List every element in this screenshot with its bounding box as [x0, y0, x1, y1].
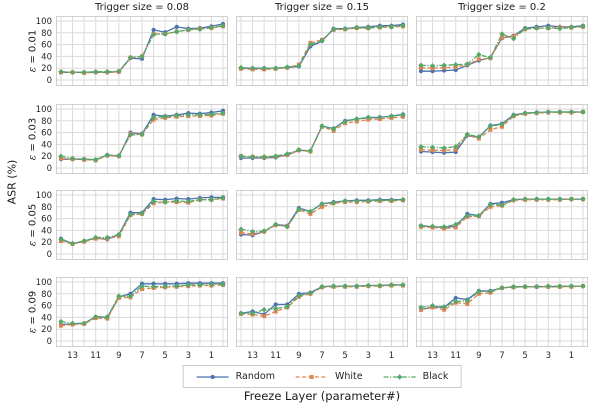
svg-text:40: 40 [41, 140, 52, 150]
legend-entry-random: Random [196, 371, 275, 382]
legend-label-black: Black [422, 371, 449, 382]
legend-line-black-icon [383, 372, 417, 382]
svg-text:20: 20 [41, 152, 52, 162]
svg-text:60: 60 [41, 41, 52, 51]
svg-text:13: 13 [247, 351, 258, 361]
svg-text:9: 9 [476, 351, 481, 361]
svg-text:1: 1 [389, 351, 394, 361]
svg-text:80: 80 [41, 290, 52, 300]
svg-text:0: 0 [47, 164, 52, 174]
svg-text:5: 5 [522, 351, 527, 361]
svg-text:13: 13 [427, 351, 438, 361]
col-title-trigger-02: Trigger size = 0.2 [458, 2, 546, 13]
svg-text:60: 60 [41, 215, 52, 225]
svg-text:1: 1 [569, 351, 574, 361]
col-title-trigger-008: Trigger size = 0.08 [94, 2, 190, 13]
svg-text:3: 3 [546, 351, 551, 361]
svg-text:40: 40 [41, 313, 52, 323]
legend-label-random: Random [235, 371, 276, 382]
svg-text:0: 0 [47, 337, 52, 347]
svg-text:3: 3 [186, 351, 191, 361]
legend-entry-black: Black [383, 371, 449, 382]
svg-text:100: 100 [36, 17, 52, 27]
svg-text:9: 9 [296, 351, 301, 361]
svg-text:5: 5 [342, 351, 347, 361]
svg-text:0: 0 [47, 76, 52, 86]
svg-text:11: 11 [90, 351, 101, 361]
svg-text:7: 7 [319, 351, 324, 361]
svg-text:100: 100 [36, 191, 52, 201]
svg-text:80: 80 [41, 117, 52, 127]
x-axis-label: Freeze Layer (parameter#) [243, 389, 401, 403]
svg-text:100: 100 [36, 278, 52, 288]
svg-text:5: 5 [162, 351, 167, 361]
legend: Random White Black [182, 365, 462, 388]
legend-entry-white: White [295, 371, 363, 382]
svg-text:20: 20 [41, 238, 52, 248]
svg-text:7: 7 [139, 351, 144, 361]
svg-text:0: 0 [47, 250, 52, 260]
svg-text:13: 13 [67, 351, 78, 361]
legend-label-white: White [335, 371, 363, 382]
svg-text:20: 20 [41, 64, 52, 74]
svg-text:7: 7 [499, 351, 504, 361]
svg-text:40: 40 [41, 52, 52, 62]
svg-text:80: 80 [41, 203, 52, 213]
svg-text:60: 60 [41, 129, 52, 139]
svg-text:9: 9 [116, 351, 121, 361]
svg-text:100: 100 [36, 105, 52, 115]
svg-text:40: 40 [41, 226, 52, 236]
svg-text:11: 11 [270, 351, 281, 361]
svg-text:20: 20 [41, 325, 52, 335]
svg-text:3: 3 [366, 351, 371, 361]
legend-line-white-icon [295, 372, 329, 382]
svg-text:80: 80 [41, 29, 52, 39]
legend-line-random-icon [196, 372, 230, 382]
svg-text:60: 60 [41, 302, 52, 312]
col-title-trigger-015: Trigger size = 0.15 [274, 2, 370, 13]
svg-text:11: 11 [450, 351, 461, 361]
svg-text:1: 1 [209, 351, 214, 361]
